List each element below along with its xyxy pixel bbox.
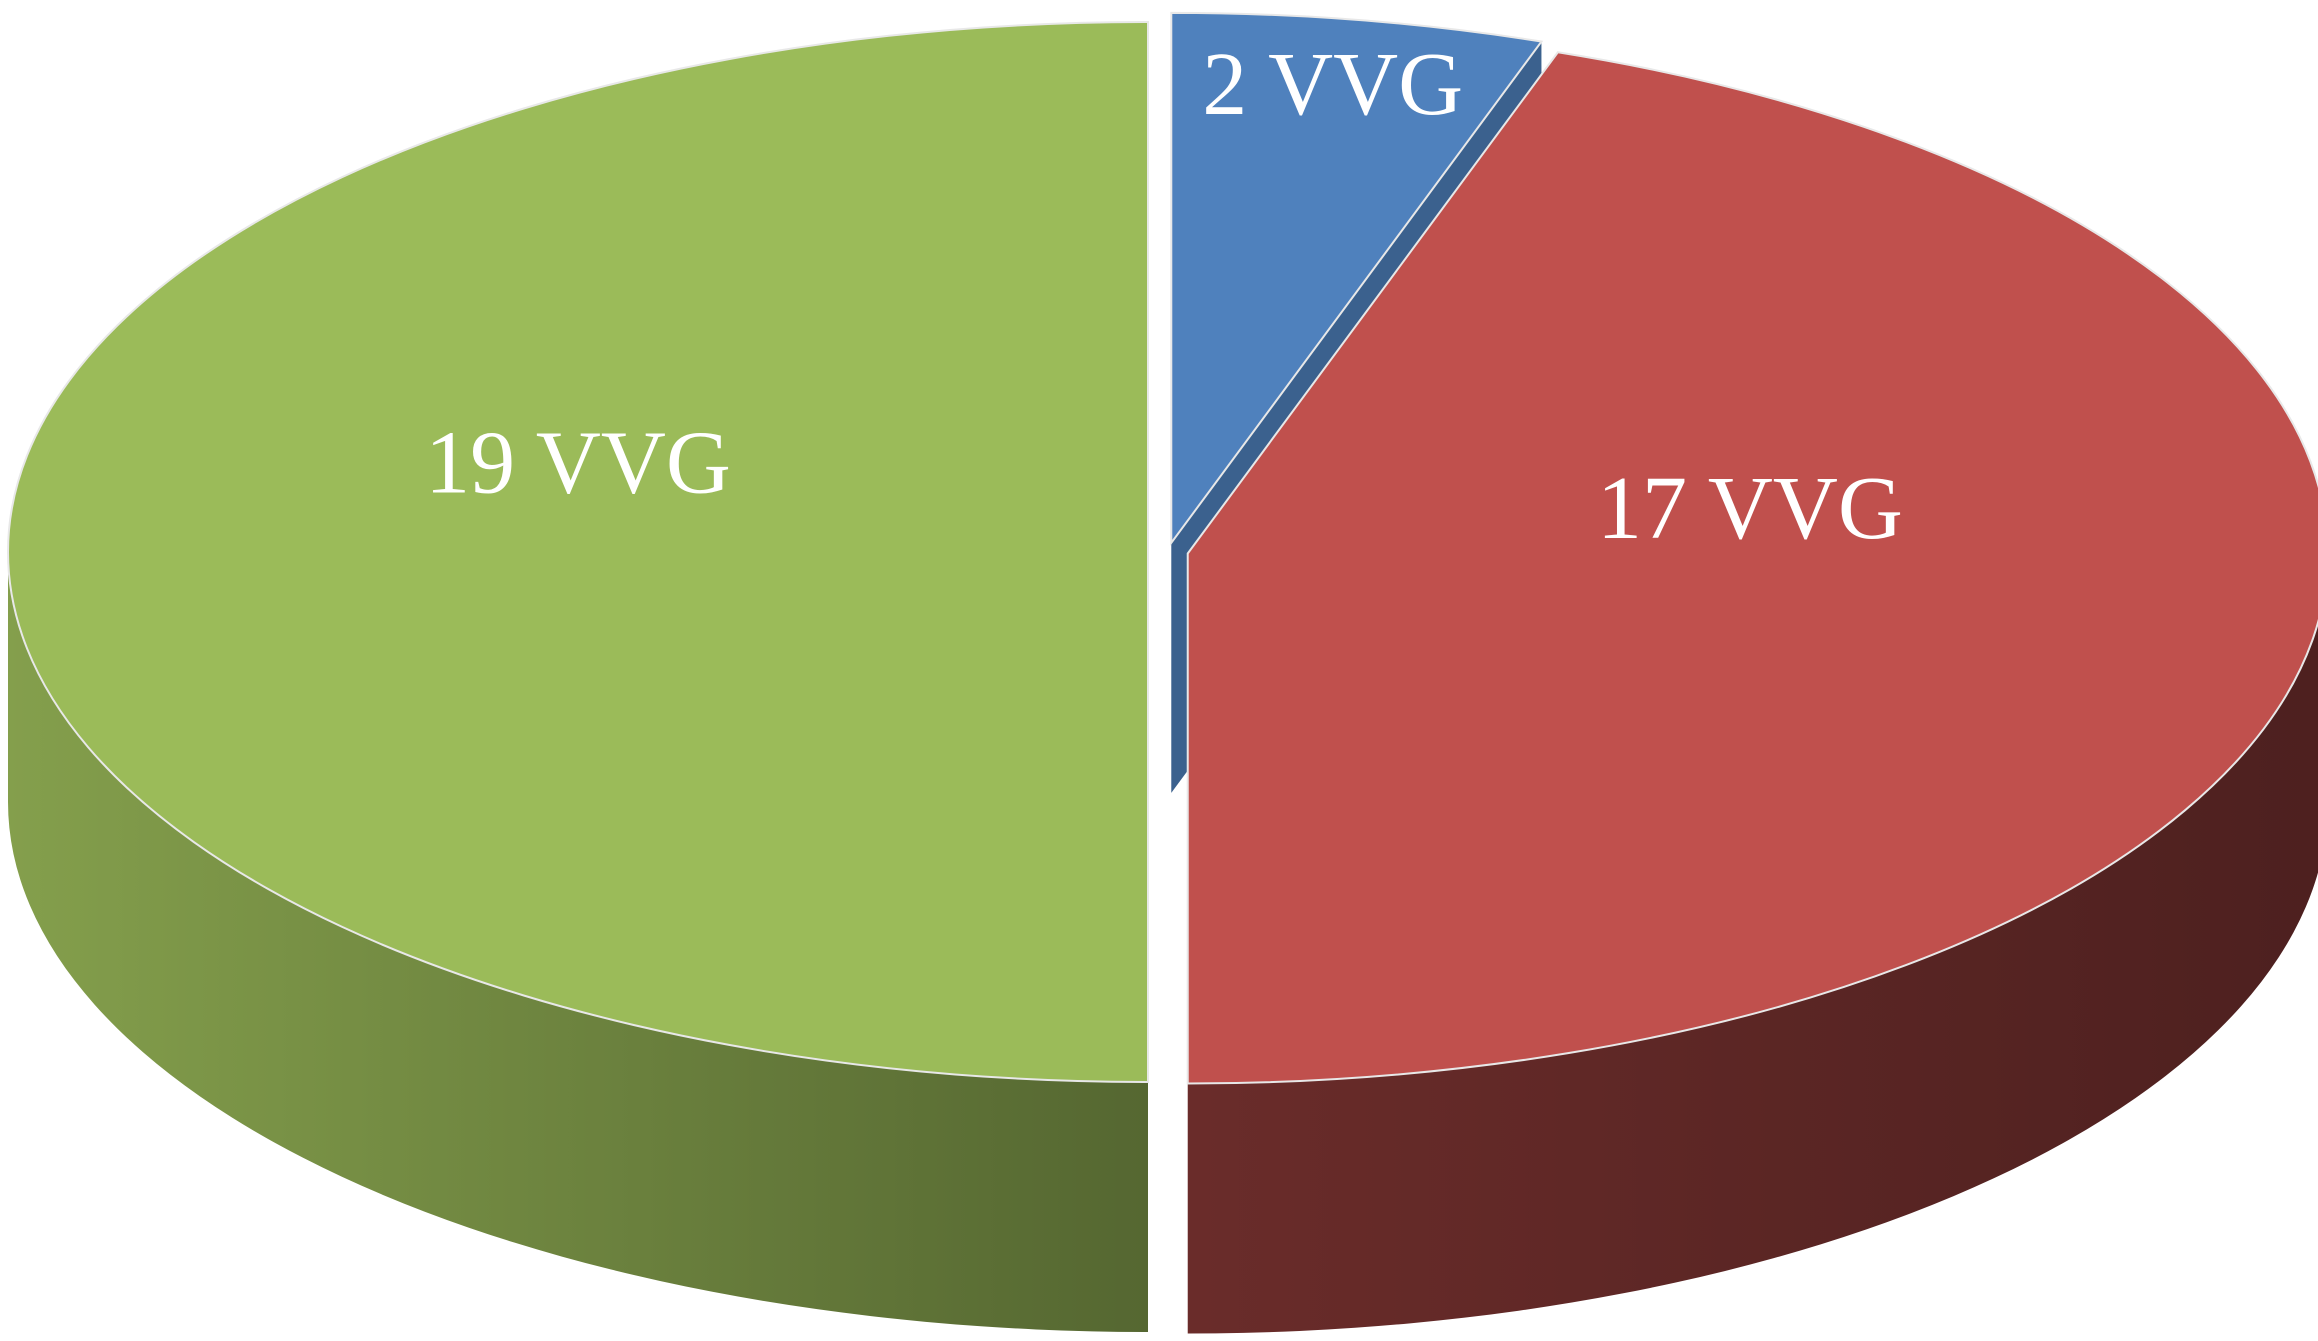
slice xyxy=(7,20,1149,1332)
slice-top xyxy=(1170,11,1544,546)
slice-side xyxy=(8,552,1148,1332)
data-label: 17 VVG xyxy=(1597,459,1903,558)
slice xyxy=(1186,51,2318,1334)
data-label: 2 VVG xyxy=(1202,35,1463,134)
slice-top xyxy=(1186,51,2318,1085)
slice-top xyxy=(7,20,1149,1084)
slice-side xyxy=(1187,622,2318,1334)
data-label: 19 VVG xyxy=(425,414,731,513)
